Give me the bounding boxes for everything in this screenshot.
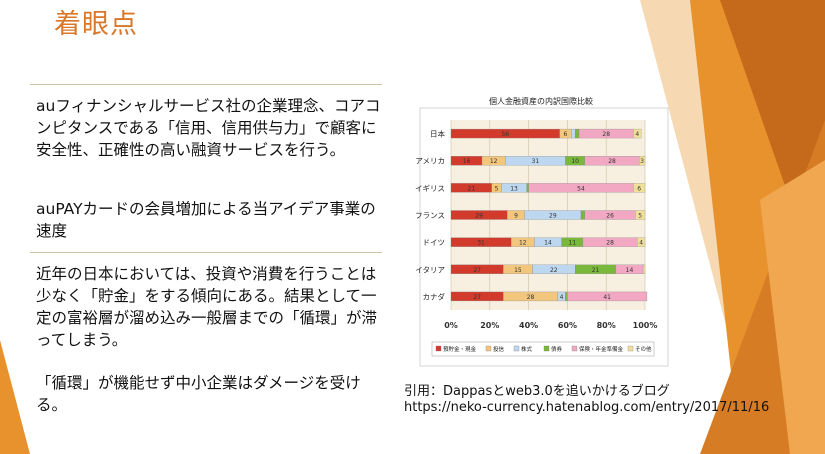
paragraph-circulation-impact: 「循環」が機能せず中小企業はダメージを受ける。: [36, 374, 361, 414]
x-tick-label: 0%: [444, 321, 458, 330]
legend-swatch: [627, 345, 634, 352]
data-label: 56: [501, 131, 509, 138]
citation-url: https://neko-currency.hatenablog.com/ent…: [404, 400, 770, 415]
data-label: 41: [603, 294, 611, 301]
data-label: 28: [527, 294, 535, 301]
bar-segment: [633, 128, 642, 139]
y-category-label: アメリカ: [415, 157, 445, 166]
data-label: 16: [463, 158, 471, 165]
data-label: 3: [640, 158, 644, 165]
data-label: 28: [606, 240, 614, 247]
legend-swatch: [513, 345, 520, 352]
data-label: 27: [473, 294, 481, 301]
legend-label: 投信: [493, 345, 505, 353]
data-label: 10: [571, 158, 579, 165]
data-label: 5: [495, 185, 499, 192]
bar-segment: [633, 183, 646, 193]
legend-swatch: [571, 345, 578, 352]
data-label: 13: [510, 185, 518, 192]
data-label: 14: [544, 240, 552, 247]
data-label: 21: [468, 185, 476, 192]
data-label: 27: [473, 267, 481, 274]
data-label: 28: [608, 158, 616, 165]
legend-label: 預貯金・現金: [443, 345, 477, 353]
data-label: 21: [592, 267, 600, 274]
bar-segment: [637, 237, 646, 247]
data-label: 9: [514, 213, 518, 220]
x-tick-label: 100%: [633, 321, 658, 330]
bar-segment: [580, 210, 586, 220]
y-category-label: イタリア: [415, 265, 445, 274]
y-category-label: ドイツ: [423, 238, 446, 247]
legend-swatch: [485, 345, 492, 352]
legend-label: 保険・年金準備金: [579, 345, 624, 353]
divider: [30, 84, 382, 85]
y-category-label: カナダ: [423, 291, 446, 301]
data-label: 11: [568, 240, 576, 247]
y-category-label: 日本: [430, 129, 445, 139]
x-tick-label: 60%: [558, 321, 577, 330]
data-label: 6: [564, 131, 568, 138]
data-label: 5: [638, 213, 642, 220]
data-label: 4: [635, 131, 639, 138]
legend-label: 株式: [521, 345, 533, 353]
data-label: 15: [514, 267, 522, 274]
chart-title: 個人金融資産の内訳国際比較: [489, 97, 593, 106]
legend-swatch: [435, 345, 442, 352]
legend-swatch: [543, 345, 550, 352]
data-label: 12: [519, 240, 527, 247]
slide-title: 着眼点: [54, 9, 138, 40]
data-label: 54: [577, 185, 585, 192]
data-label: 29: [549, 213, 557, 220]
paragraph-aupay-growth: auPAYカードの会員増加による当アイデア事業の速度: [36, 200, 376, 240]
bar-segment: [642, 264, 646, 274]
data-label: 28: [602, 131, 610, 138]
y-category-label: フランス: [415, 211, 445, 220]
bar-segment: [575, 128, 580, 139]
data-label: 26: [606, 213, 614, 220]
legend-label: 債券: [551, 345, 563, 353]
bar-segment: [565, 291, 568, 302]
data-label: 31: [477, 240, 485, 247]
data-label: 31: [532, 158, 540, 165]
bar-segment: [567, 291, 648, 302]
bar-segment: [526, 183, 529, 193]
data-label: 22: [550, 267, 558, 274]
bar-segment: [635, 210, 646, 220]
citation-source: 引用：Dappasとweb3.0を追いかけるブログ: [404, 384, 670, 399]
data-label: 4: [639, 240, 643, 247]
y-category-label: イギリス: [415, 184, 445, 193]
bar-segment: [571, 128, 576, 139]
data-label: 4: [560, 294, 564, 301]
x-tick-label: 40%: [519, 321, 538, 330]
legend-box: [431, 341, 655, 357]
x-tick-label: 20%: [480, 321, 499, 330]
data-label: 12: [490, 158, 498, 165]
x-tick-label: 80%: [597, 321, 616, 330]
divider: [30, 252, 382, 253]
paragraph-savings-trend: 近年の日本においては、投資や消費を行うことは少なく「貯金」をする傾向にある。結果…: [36, 265, 378, 349]
data-label: 6: [637, 185, 641, 192]
data-label: 29: [475, 213, 483, 220]
bar-segment: [639, 156, 646, 166]
paragraph-corporate-philosophy: auフィナンシャルサービス社の企業理念、コアコンピタンスである「信用、信用供与力…: [36, 97, 381, 159]
data-label: 14: [626, 267, 634, 274]
legend-label: その他: [635, 345, 652, 353]
